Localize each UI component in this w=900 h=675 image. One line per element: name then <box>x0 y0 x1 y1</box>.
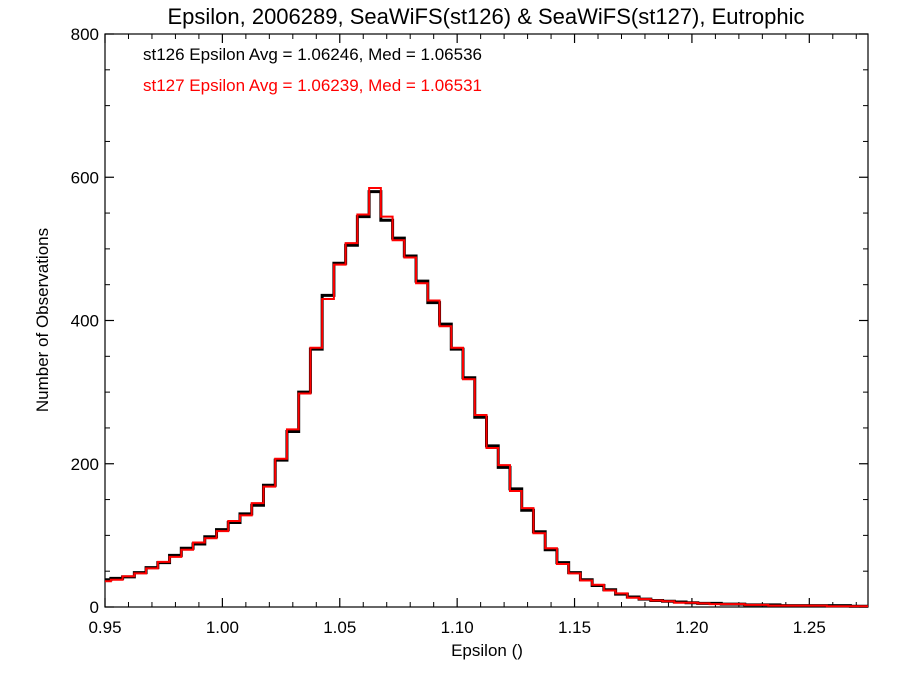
x-tick-label: 0.95 <box>88 618 121 637</box>
chart-title: Epsilon, 2006289, SeaWiFS(st126) & SeaWi… <box>167 4 804 29</box>
x-axis: 0.95 1.00 1.05 1.10 1.15 1.20 1.25 <box>88 34 857 637</box>
y-tick-label: 200 <box>71 455 99 474</box>
y-axis-label: Number of Observations <box>33 228 52 412</box>
x-tick-label: 1.05 <box>323 618 356 637</box>
x-tick-label: 1.25 <box>793 618 826 637</box>
annotation-st126: st126 Epsilon Avg = 1.06246, Med = 1.065… <box>143 45 482 64</box>
series-line-st126 <box>105 190 868 608</box>
x-tick-label: 1.00 <box>206 618 239 637</box>
y-tick-label: 800 <box>71 25 99 44</box>
x-tick-label: 1.10 <box>441 618 474 637</box>
series-layer <box>105 186 868 608</box>
x-tick-label: 1.20 <box>675 618 708 637</box>
x-axis-label: Epsilon () <box>451 641 523 660</box>
annotation-st127: st127 Epsilon Avg = 1.06239, Med = 1.065… <box>143 76 482 95</box>
x-tick-label: 1.15 <box>558 618 591 637</box>
y-tick-label: 0 <box>90 598 99 617</box>
y-tick-label: 400 <box>71 312 99 331</box>
series-line-st127 <box>105 186 868 608</box>
y-axis: 0 200 400 600 800 <box>71 25 868 617</box>
plot-frame <box>104 33 869 608</box>
y-tick-label: 600 <box>71 168 99 187</box>
